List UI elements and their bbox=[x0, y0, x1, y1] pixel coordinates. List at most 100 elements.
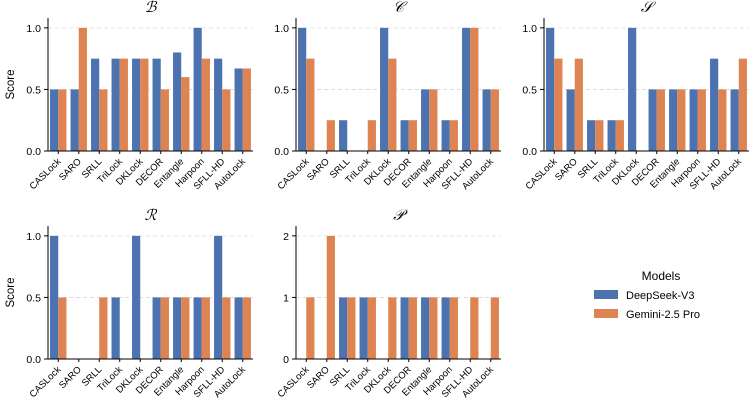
y-tick-label: 1 bbox=[283, 292, 289, 304]
bar-gemini-harpoon bbox=[201, 58, 210, 152]
bar-gemini-harpoon bbox=[201, 297, 210, 359]
bar-gemini-trilock bbox=[119, 58, 128, 152]
legend-title: Models bbox=[642, 269, 681, 283]
bar-deepseek-caslock bbox=[546, 27, 555, 151]
bar-gemini-sfll-hd bbox=[222, 297, 231, 359]
bar-deepseek-trilock bbox=[607, 120, 616, 151]
bar-deepseek-autolock bbox=[234, 68, 243, 151]
bar-deepseek-sfll-hd bbox=[214, 235, 223, 359]
y-axis-label: Score bbox=[5, 277, 17, 307]
bar-deepseek-harpoon bbox=[441, 120, 450, 151]
bar-deepseek-saro bbox=[566, 89, 575, 151]
bar-gemini-srll bbox=[99, 297, 108, 359]
bar-gemini-decor bbox=[656, 89, 665, 151]
bar-deepseek-autolock bbox=[482, 89, 491, 151]
bar-deepseek-dklock bbox=[132, 58, 141, 152]
bar-gemini-srll bbox=[347, 297, 356, 359]
y-tick-label: 2 bbox=[283, 231, 289, 243]
bar-deepseek-srll bbox=[339, 297, 348, 359]
bar-gemini-saro bbox=[574, 58, 583, 152]
bar-deepseek-autolock bbox=[234, 297, 243, 359]
bar-deepseek-decor bbox=[400, 297, 409, 359]
bar-gemini-entangle bbox=[429, 297, 438, 359]
bar-deepseek-harpoon bbox=[193, 27, 202, 151]
chart-panel-1: 0.00.51.0CASLockSAROSRLLTriLockDKLockDEC… bbox=[5, 0, 253, 192]
chart-panel-5: 012CASLockSAROSRLLTriLockDKLockDECOREnta… bbox=[276, 206, 501, 400]
legend-swatch-deepseek bbox=[594, 290, 618, 299]
bar-gemini-sfll-hd bbox=[470, 297, 479, 359]
bar-gemini-decor bbox=[408, 297, 417, 359]
y-tick-label: 0.5 bbox=[26, 292, 41, 304]
legend-label-gemini: Gemini-2.5 Pro bbox=[626, 309, 700, 321]
bar-deepseek-dklock bbox=[628, 27, 637, 151]
bar-deepseek-sfll-hd bbox=[214, 58, 223, 152]
bar-gemini-dklock bbox=[140, 58, 149, 152]
bar-deepseek-harpoon bbox=[689, 89, 698, 151]
y-tick-label: 1.0 bbox=[26, 23, 41, 35]
bar-deepseek-caslock bbox=[50, 235, 59, 359]
bar-gemini-autolock bbox=[490, 89, 499, 151]
y-tick-label: 0.0 bbox=[26, 354, 41, 366]
bar-deepseek-harpoon bbox=[193, 297, 202, 359]
chart-panel-4: 0.00.51.0CASLockSAROSRLLTriLockDKLockDEC… bbox=[5, 206, 253, 400]
bar-gemini-trilock bbox=[615, 120, 624, 151]
bar-gemini-harpoon bbox=[449, 120, 458, 151]
y-tick-label: 0.0 bbox=[522, 146, 537, 158]
bar-gemini-srll bbox=[99, 89, 108, 151]
bar-gemini-trilock bbox=[367, 120, 376, 151]
y-tick-label: 1.0 bbox=[522, 23, 537, 35]
bar-gemini-caslock bbox=[554, 58, 563, 152]
bar-deepseek-decor bbox=[152, 58, 161, 152]
legend: Models DeepSeek-V3 Gemini-2.5 Pro bbox=[594, 269, 700, 321]
bar-deepseek-srll bbox=[587, 120, 596, 151]
bar-deepseek-sfll-hd bbox=[462, 27, 471, 151]
y-tick-label: 1.0 bbox=[26, 231, 41, 243]
bar-deepseek-entangle bbox=[173, 52, 182, 152]
bar-gemini-saro bbox=[78, 27, 87, 151]
chart-panel-3: 0.00.51.0CASLockSAROSRLLTriLockDKLockDEC… bbox=[522, 0, 749, 192]
bar-gemini-caslock bbox=[58, 89, 67, 151]
bar-deepseek-harpoon bbox=[441, 297, 450, 359]
bar-deepseek-decor bbox=[648, 89, 657, 151]
bar-gemini-autolock bbox=[242, 68, 251, 151]
chart-panel-2: 0.00.51.0CASLockSAROSRLLTriLockDKLockDEC… bbox=[274, 0, 501, 192]
legend-label-deepseek: DeepSeek-V3 bbox=[626, 290, 695, 302]
bar-gemini-sfll-hd bbox=[222, 89, 231, 151]
y-axis-label: Score bbox=[5, 69, 17, 99]
bar-deepseek-entangle bbox=[669, 89, 678, 151]
x-tick-label: SARO bbox=[305, 364, 332, 391]
bar-gemini-sfll-hd bbox=[470, 27, 479, 151]
bar-gemini-entangle bbox=[181, 297, 190, 359]
bar-gemini-autolock bbox=[490, 297, 499, 359]
bar-gemini-entangle bbox=[677, 89, 686, 151]
bar-gemini-dklock bbox=[388, 58, 397, 152]
panel-title: ℬ bbox=[145, 0, 158, 16]
bar-gemini-autolock bbox=[242, 297, 251, 359]
y-tick-label: 0.5 bbox=[274, 84, 289, 96]
panel-title: 𝒮 bbox=[641, 0, 657, 16]
bar-deepseek-entangle bbox=[173, 297, 182, 359]
bar-deepseek-dklock bbox=[380, 27, 389, 151]
legend-swatch-gemini bbox=[594, 309, 618, 318]
x-tick-label: SARO bbox=[57, 156, 84, 183]
x-tick-label: SARO bbox=[57, 364, 84, 391]
bar-deepseek-entangle bbox=[421, 297, 430, 359]
x-tick-label: SARO bbox=[305, 156, 332, 183]
bar-gemini-harpoon bbox=[449, 297, 458, 359]
y-tick-label: 0.0 bbox=[26, 146, 41, 158]
bar-gemini-decor bbox=[160, 89, 169, 151]
y-tick-label: 0 bbox=[283, 354, 289, 366]
bar-gemini-sfll-hd bbox=[718, 89, 727, 151]
bar-deepseek-caslock bbox=[50, 89, 59, 151]
y-tick-label: 0.5 bbox=[26, 84, 41, 96]
bar-gemini-decor bbox=[160, 297, 169, 359]
bar-gemini-dklock bbox=[388, 297, 397, 359]
bar-deepseek-decor bbox=[152, 297, 161, 359]
bar-deepseek-trilock bbox=[359, 297, 368, 359]
bar-deepseek-saro bbox=[70, 89, 79, 151]
panel-title: 𝒫 bbox=[393, 206, 408, 224]
y-tick-label: 0.0 bbox=[274, 146, 289, 158]
bar-gemini-caslock bbox=[306, 297, 315, 359]
bar-gemini-entangle bbox=[181, 77, 190, 151]
